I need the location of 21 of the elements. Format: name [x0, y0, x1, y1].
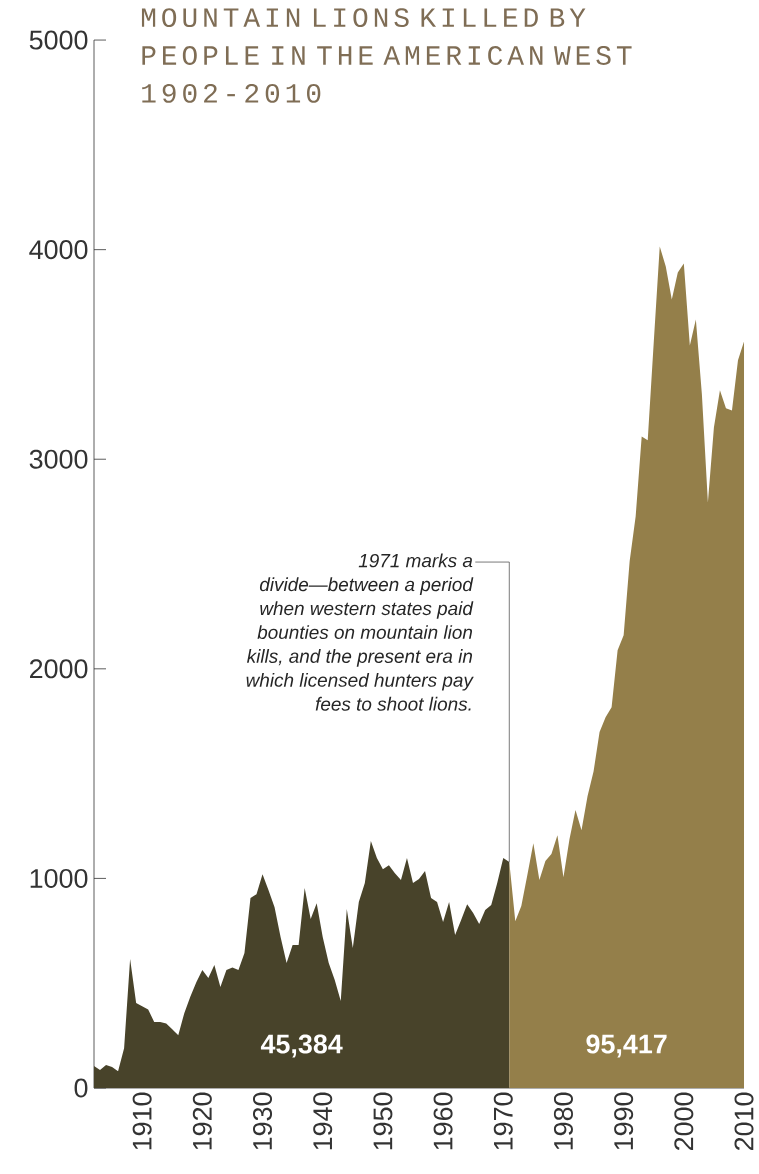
- x-tick-label: 1990: [614, 1092, 634, 1150]
- annotation: 45,384: [260, 1034, 343, 1058]
- x-tick-label: 1980: [553, 1092, 573, 1150]
- annotation: 95,417: [586, 1034, 667, 1058]
- x-tick-label: 1930: [253, 1092, 273, 1150]
- y-tick-label: 4000: [29, 240, 88, 260]
- y-tick-label: 2000: [30, 659, 88, 679]
- x-tick-label: 2010: [734, 1092, 754, 1150]
- y-tick-label: 5000: [29, 30, 88, 50]
- y-tick-label: 0: [74, 1078, 88, 1098]
- annotation: 1971 marks a divide—between a period when western states paid bounties on mountain lion kills, and the present era in which licensed hunters pay fees to shoot lions.: [246, 553, 474, 711]
- x-tick-label: 1920: [192, 1092, 212, 1150]
- x-tick-label: 1950: [373, 1092, 393, 1150]
- y-tick-label: 3000: [29, 449, 88, 469]
- chart-title: MOUNTAIN LIONS KILLED BY PEOPLE IN THE AMERICAN WEST 1902-2010: [141, 8, 632, 103]
- x-tick-label: 1970: [493, 1092, 513, 1150]
- x-tick-label: 2000: [674, 1092, 694, 1150]
- x-tick-label: 1960: [433, 1092, 453, 1150]
- x-tick-label: 1940: [313, 1092, 333, 1150]
- y-tick-label: 1000: [30, 868, 88, 888]
- x-tick-label: 1910: [132, 1092, 152, 1150]
